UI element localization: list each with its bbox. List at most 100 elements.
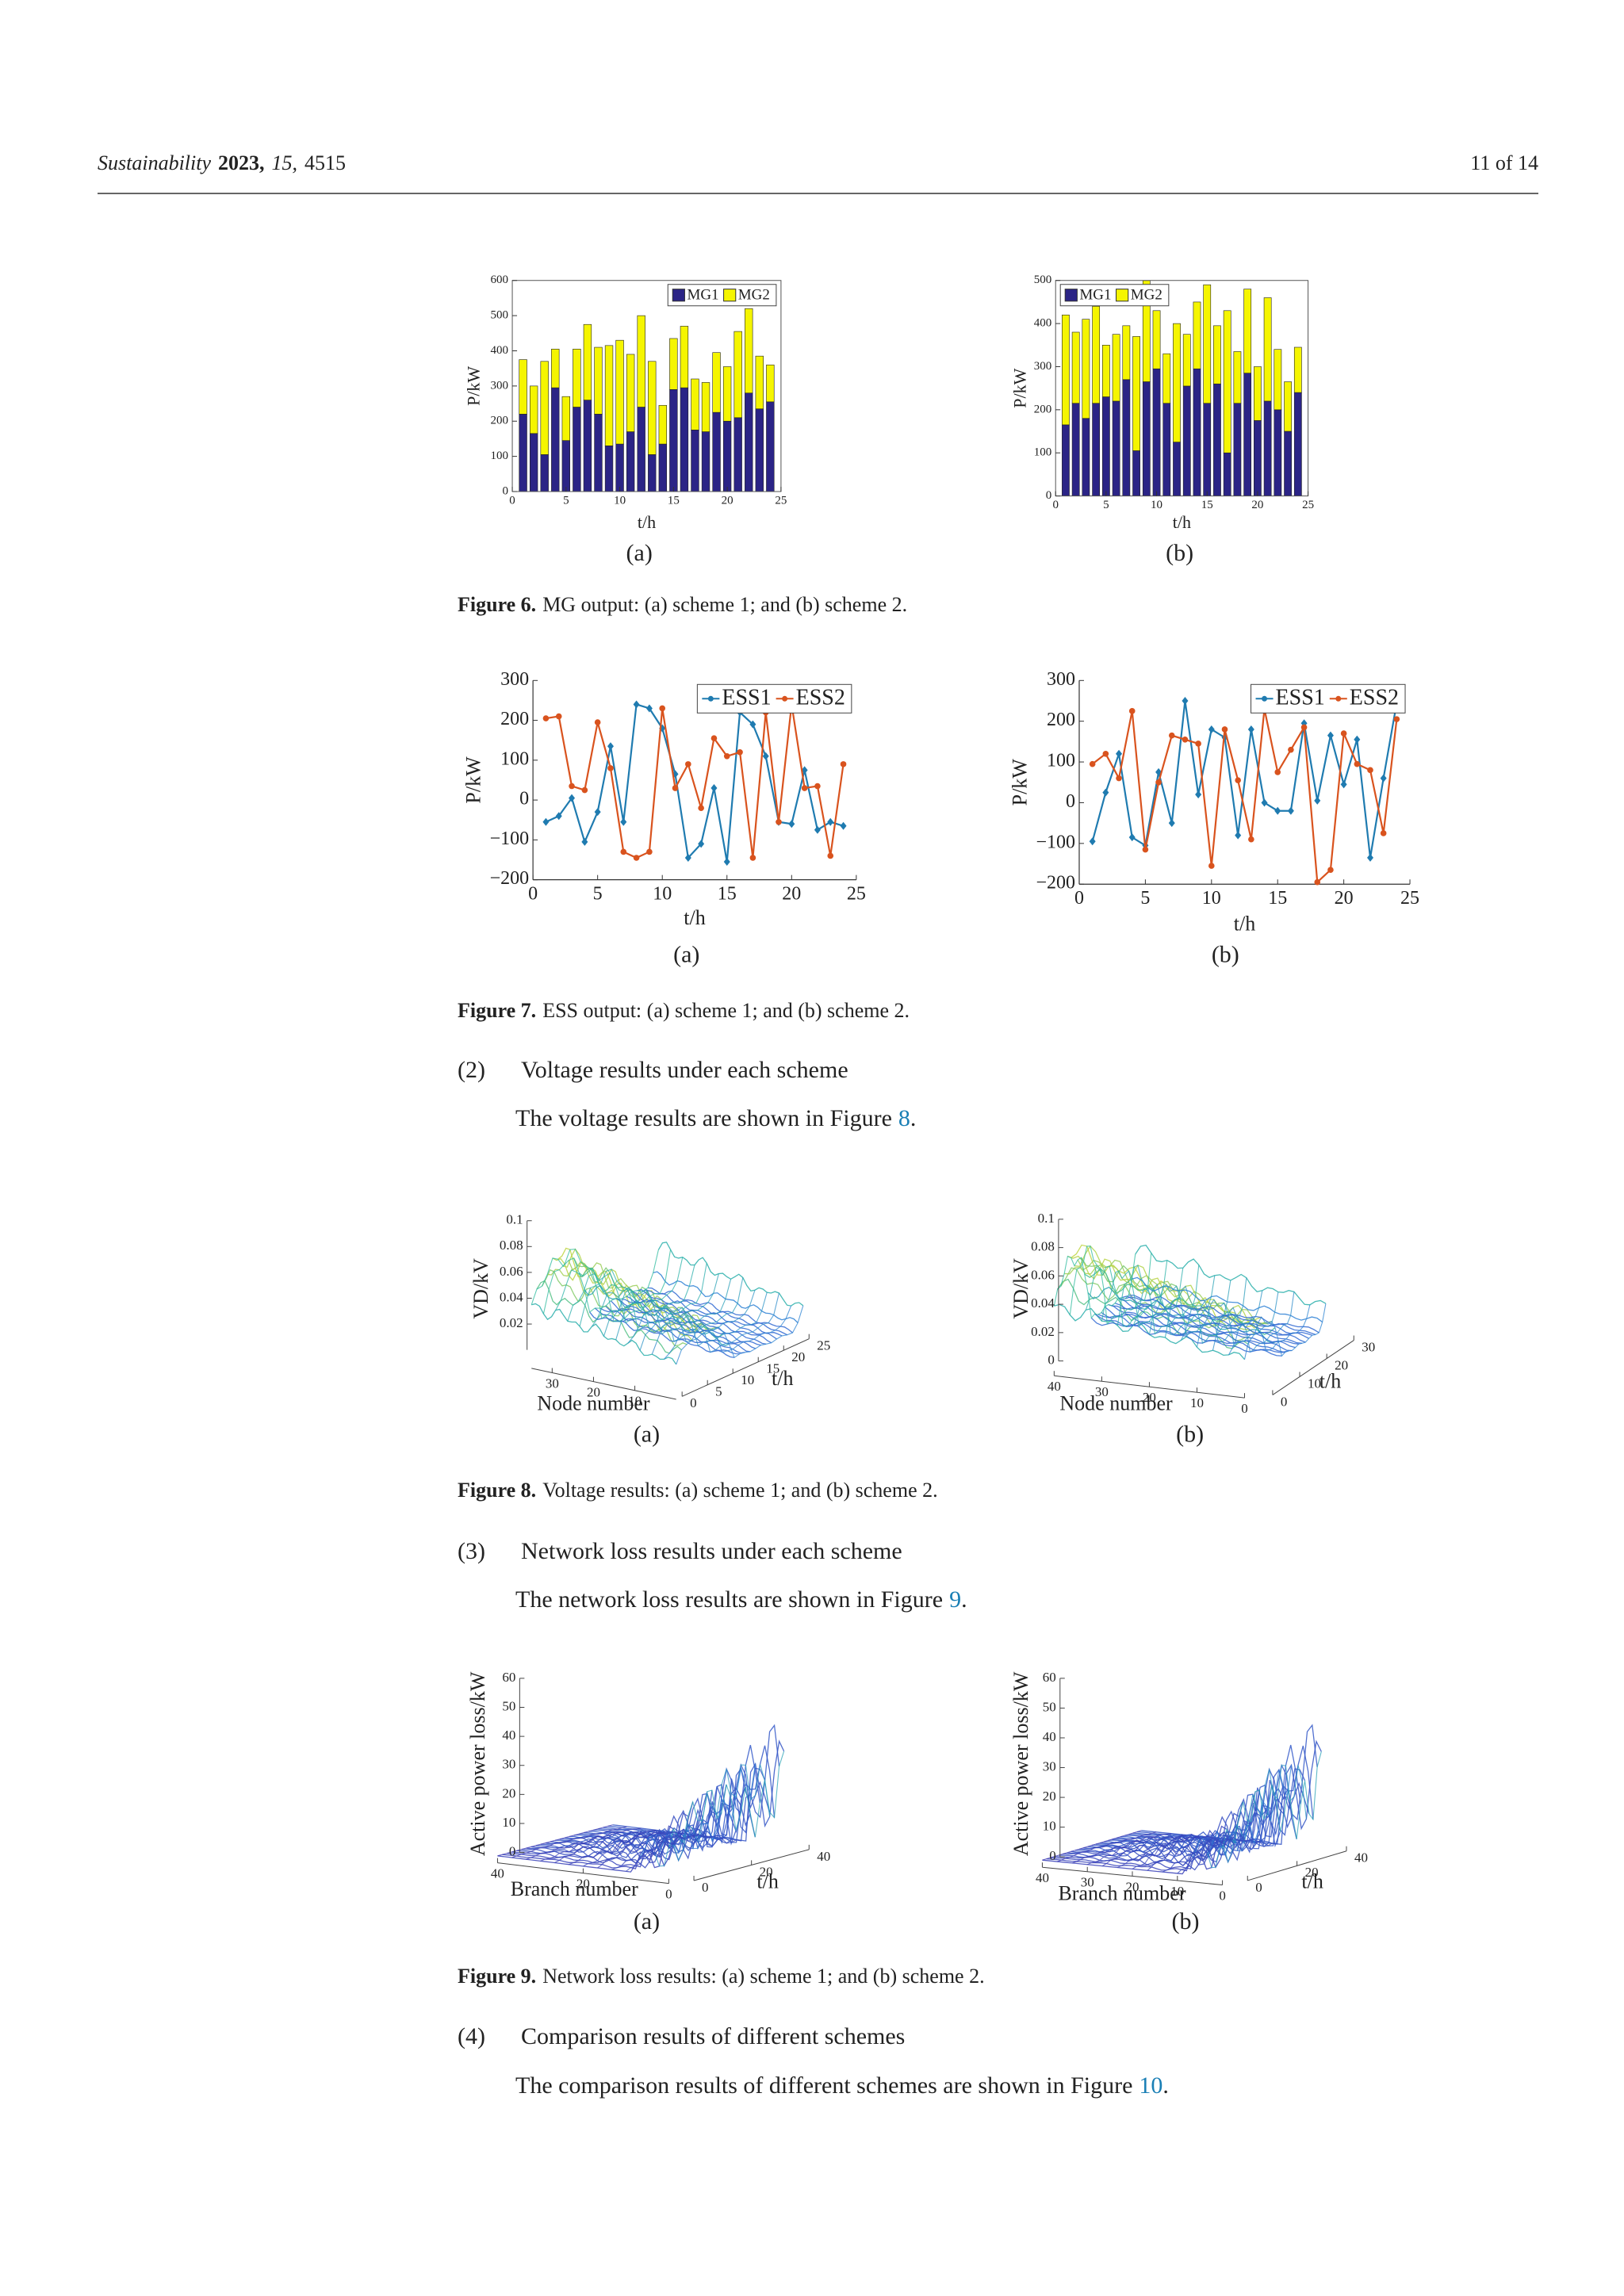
legend-swatch [1064, 289, 1078, 302]
point-marker [685, 761, 691, 767]
bar-segment [1082, 319, 1090, 419]
x-tick-label: 10 [653, 883, 672, 904]
mesh-line [1057, 1831, 1157, 1862]
bar-segment [1213, 325, 1221, 385]
mesh-line [555, 1257, 684, 1322]
panel-label: (b) [1176, 1421, 1204, 1447]
bar-segment [561, 396, 571, 441]
point-marker [555, 812, 562, 821]
page-number: 11 of 14 [1470, 151, 1538, 174]
point-marker [737, 748, 743, 756]
z-tick-label: 0.02 [500, 1315, 523, 1330]
z-tick-label: 0.04 [500, 1289, 523, 1304]
bar-segment [1193, 368, 1201, 496]
caption: Figure 6. MG output: (a) scheme 1; and (b… [458, 593, 907, 616]
point-marker [1248, 836, 1254, 843]
y-tick-label: 200 [1047, 710, 1075, 730]
point-marker [723, 753, 730, 760]
point-marker [1235, 777, 1241, 783]
bar-segment [519, 414, 527, 492]
y-axis-label: P/kW [464, 366, 484, 406]
mesh-line [1101, 1835, 1201, 1867]
mesh-line [639, 1292, 768, 1351]
bar-segment [1182, 385, 1191, 496]
caption-text: Voltage results: (a) scheme 1; and (b) s… [542, 1479, 937, 1502]
figure-link[interactable]: 10 [1139, 2072, 1162, 2099]
point-marker [1221, 726, 1228, 733]
y-tick-label: 400 [1034, 317, 1052, 330]
figure-link[interactable]: 8 [898, 1105, 910, 1131]
point-marker [633, 700, 640, 709]
point-marker [1366, 853, 1373, 862]
mesh-line [591, 1273, 719, 1333]
bar-segment [626, 431, 635, 492]
sentence: The network loss results are shown in Fi… [515, 1586, 943, 1613]
caption-label: Figure 7. [458, 999, 536, 1022]
point-marker [1182, 737, 1189, 743]
point-marker [749, 855, 756, 861]
y-tick-label: 0 [503, 484, 509, 497]
bar-segment [733, 331, 742, 419]
point-marker [801, 785, 808, 791]
point-marker [1354, 760, 1361, 767]
mesh-line [530, 1249, 659, 1313]
point-marker [1287, 806, 1294, 815]
mesh-line [1196, 1292, 1279, 1348]
point-marker [581, 837, 588, 846]
bar-segment [583, 400, 592, 492]
bar-segment [1132, 336, 1140, 451]
y-tick-label: 100 [1034, 446, 1052, 459]
point-marker [814, 783, 821, 790]
z-tick-label: 20 [1043, 1789, 1056, 1804]
x-axis-label: Node number [1059, 1391, 1173, 1414]
y-tick-label: 0 [690, 1395, 697, 1410]
y-tick-label: 0 [519, 789, 529, 809]
point-marker [684, 853, 691, 862]
x-tick-label: 15 [668, 494, 680, 507]
bar-segment [658, 404, 667, 445]
x-tick-label: 20 [1251, 499, 1263, 511]
bar-segment [680, 326, 689, 388]
bar-segment [1284, 381, 1292, 432]
z-tick-label: 0.1 [506, 1212, 523, 1227]
point-marker [827, 852, 834, 859]
bar-segment [1284, 430, 1292, 496]
section-number: (4) [458, 2023, 485, 2049]
mesh-line [1132, 1745, 1314, 1846]
sentence: The comparison results of different sche… [515, 2072, 1132, 2099]
legend-label: MG2 [1131, 287, 1162, 304]
figure-link[interactable]: 9 [949, 1586, 961, 1613]
mesh-line [1192, 1765, 1293, 1858]
point-marker [1354, 735, 1361, 744]
bar-segment [615, 339, 624, 445]
point-marker [1168, 819, 1175, 828]
point-marker [672, 785, 679, 791]
y-tick-label: 40 [817, 1849, 830, 1864]
x-tick-label: 30 [546, 1376, 559, 1391]
bar-segment [712, 411, 721, 492]
x-axis-label: t/h [638, 512, 656, 532]
point-marker [594, 808, 601, 817]
bar-segment [1293, 392, 1302, 496]
mesh-line [497, 1824, 613, 1857]
legend-label: ESS2 [796, 686, 845, 710]
bar-segment [594, 414, 603, 492]
x-axis-label: Branch number [1058, 1882, 1185, 1905]
bar-segment [540, 454, 549, 492]
section-heading: Network loss results under each scheme [521, 1538, 902, 1564]
point-marker [814, 825, 821, 834]
mesh-line [1087, 1834, 1187, 1866]
bar-segment [594, 346, 603, 415]
bar-segment [1092, 306, 1101, 404]
y-tick-label: 200 [500, 709, 529, 729]
point-marker [840, 761, 847, 767]
x-tick-label: 25 [775, 494, 787, 507]
bar-segment [1152, 310, 1161, 369]
point-marker [1274, 806, 1281, 815]
z-tick-label: 0.08 [500, 1238, 523, 1253]
mesh-line [1147, 1837, 1247, 1871]
section-number: (3) [458, 1538, 485, 1564]
point-marker [645, 704, 653, 713]
bar-segment [1203, 403, 1212, 496]
x-tick-label: 0 [528, 883, 538, 904]
